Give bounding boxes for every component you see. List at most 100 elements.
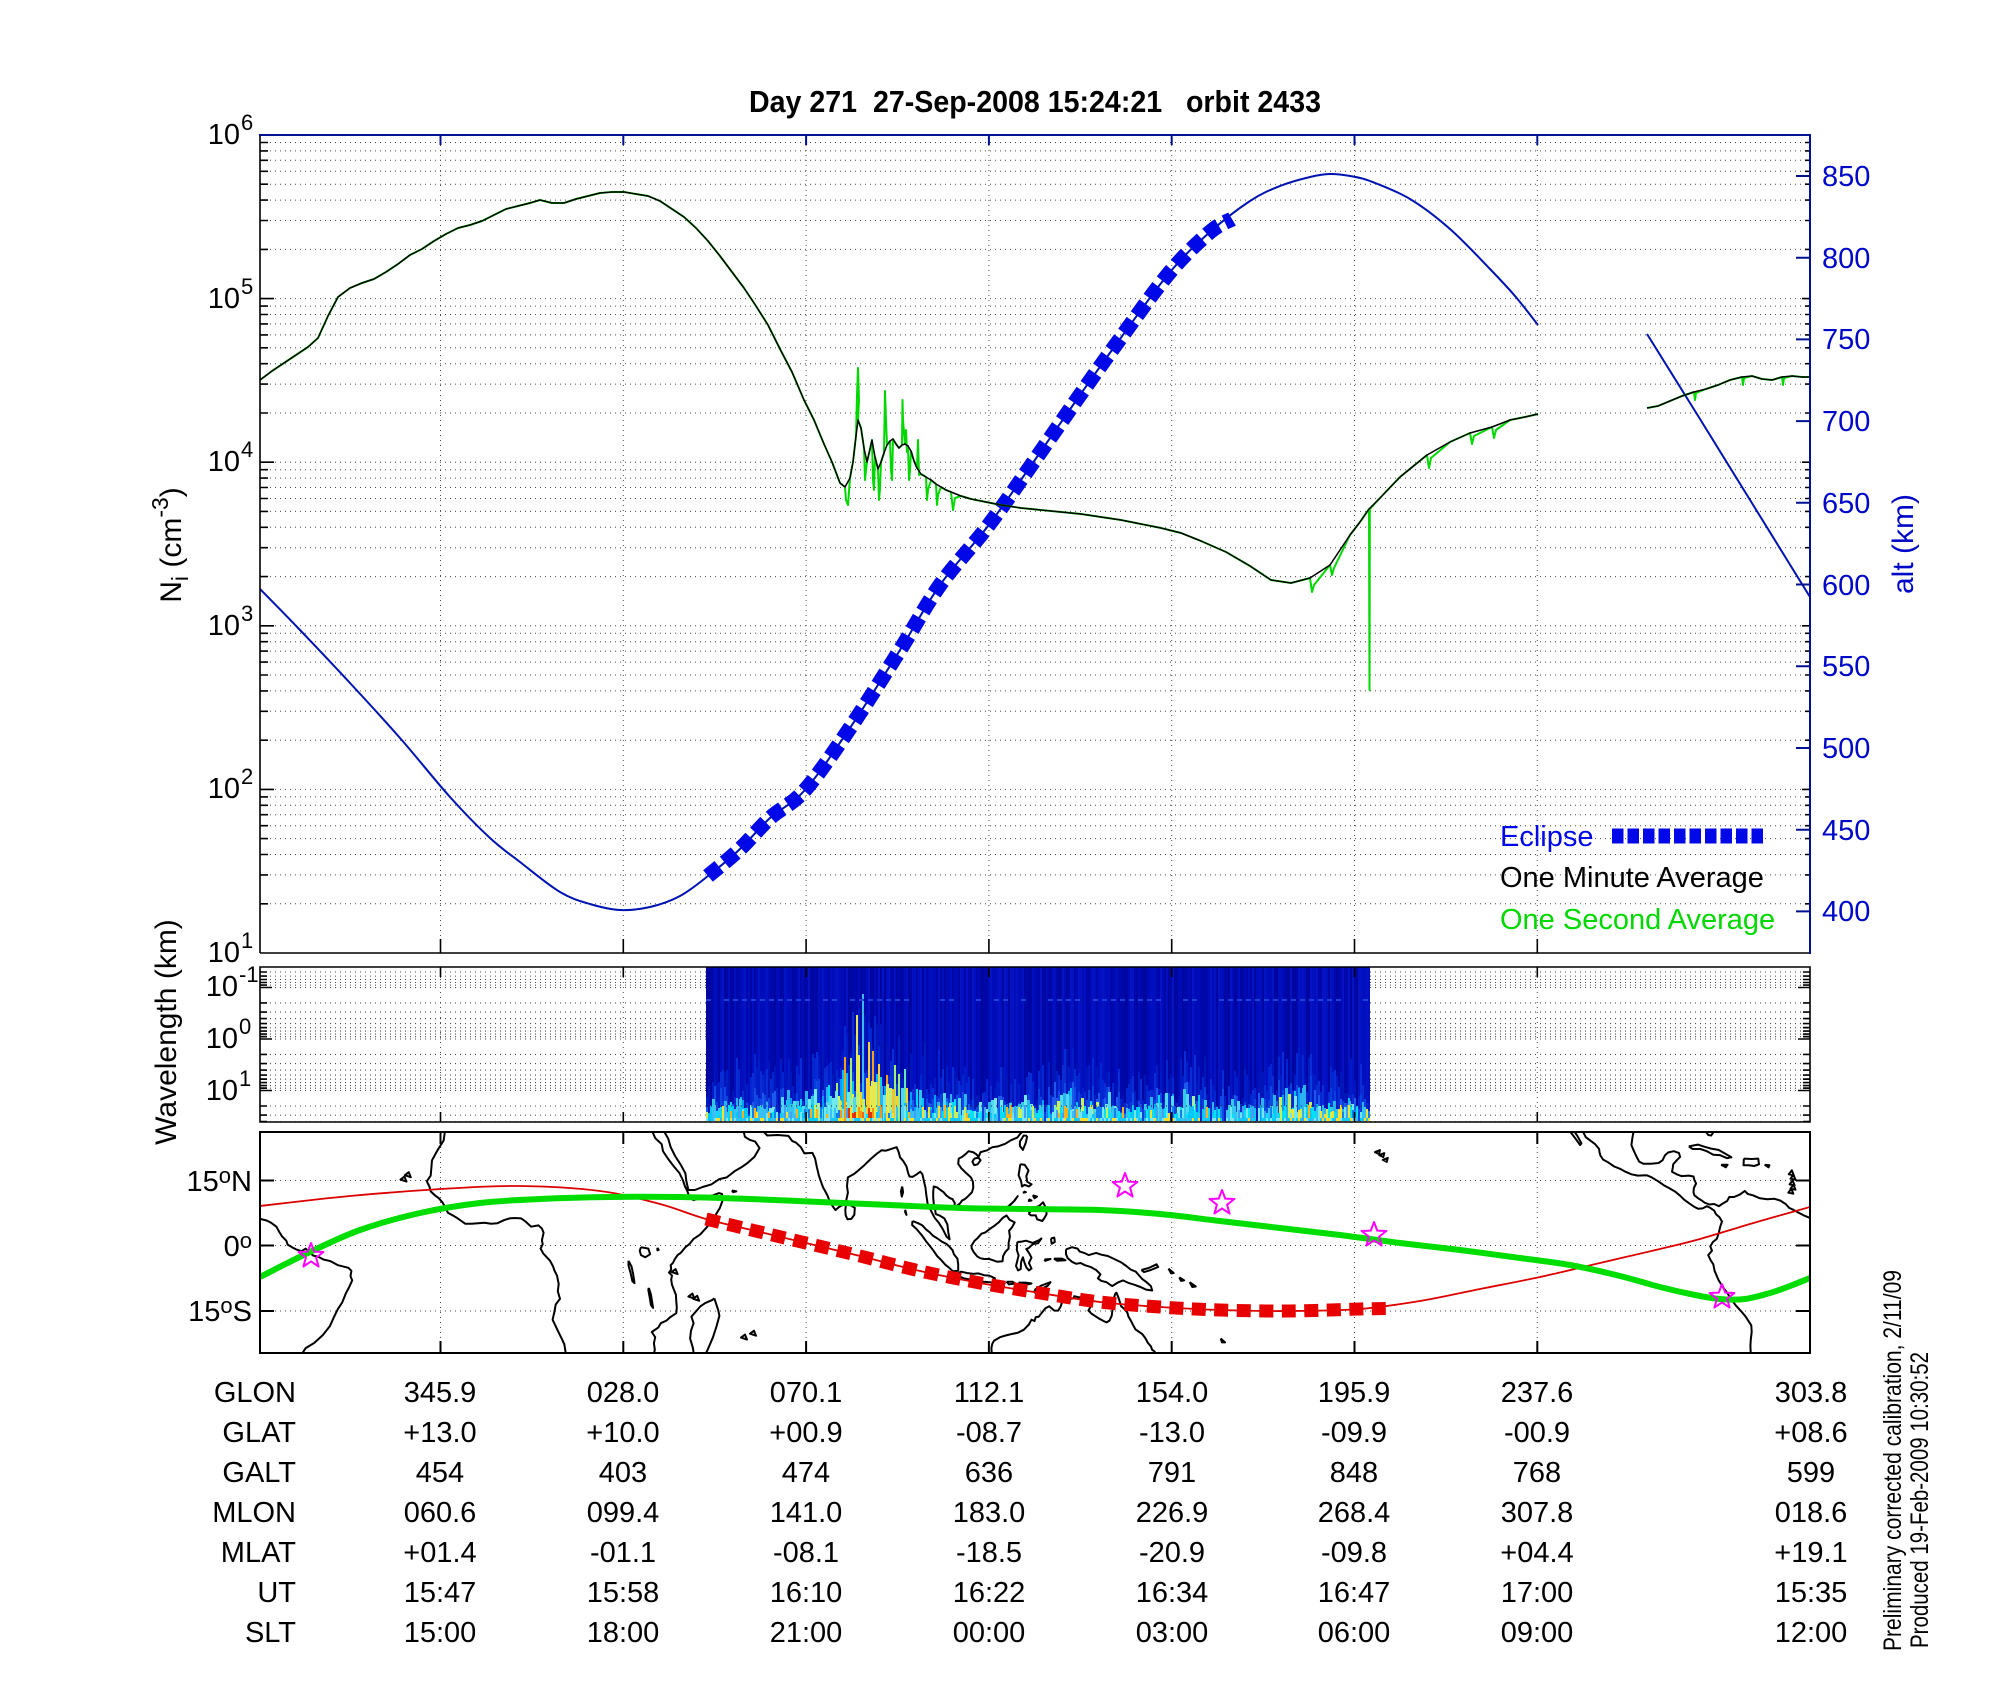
svg-text:-13.0: -13.0 [1139,1417,1205,1449]
svg-text:-18.5: -18.5 [956,1537,1022,1569]
svg-text:18:00: 18:00 [587,1617,660,1649]
svg-text:-09.9: -09.9 [1321,1417,1387,1449]
svg-text:454: 454 [416,1457,464,1489]
svg-text:06:00: 06:00 [1318,1617,1391,1649]
svg-text:10: 10 [208,283,240,315]
svg-text:+10.0: +10.0 [586,1417,659,1449]
svg-text:15:35: 15:35 [1775,1577,1848,1609]
svg-text:550: 550 [1822,651,1870,683]
svg-text:10: 10 [206,971,238,1003]
svg-text:650: 650 [1822,488,1870,520]
svg-text:alt (km): alt (km) [1887,494,1920,594]
svg-text:636: 636 [965,1457,1013,1489]
svg-text:450: 450 [1822,815,1870,847]
svg-text:+01.4: +01.4 [403,1537,476,1569]
svg-text:10: 10 [206,1075,238,1107]
svg-text:-09.8: -09.8 [1321,1537,1387,1569]
svg-text:One Minute Average: One Minute Average [1500,862,1764,894]
svg-text:307.8: 307.8 [1501,1497,1574,1529]
svg-text:800: 800 [1822,243,1870,275]
svg-text:15oS: 15oS [188,1293,252,1328]
svg-text:21:00: 21:00 [770,1617,843,1649]
svg-text:-20.9: -20.9 [1139,1537,1205,1569]
svg-text:Day 271 27-Sep-2008 15:24:21: Day 271 27-Sep-2008 15:24:21 orbit 2433 [749,84,1321,119]
svg-text:15:47: 15:47 [404,1577,477,1609]
svg-text:UT: UT [257,1577,296,1609]
svg-text:4: 4 [241,437,253,462]
svg-text:10: 10 [208,937,240,969]
svg-text:791: 791 [1148,1457,1196,1489]
svg-text:+04.4: +04.4 [1500,1537,1573,1569]
svg-text:Eclipse: Eclipse [1500,821,1594,853]
svg-text:16:47: 16:47 [1318,1577,1391,1609]
svg-text:GALT: GALT [222,1457,296,1489]
svg-text:MLAT: MLAT [221,1537,296,1569]
svg-text:10: 10 [208,446,240,478]
svg-text:1: 1 [241,928,253,953]
svg-text:-01.1: -01.1 [590,1537,656,1569]
svg-text:+13.0: +13.0 [403,1417,476,1449]
svg-text:2: 2 [241,764,253,789]
svg-text:403: 403 [599,1457,647,1489]
svg-text:500: 500 [1822,733,1870,765]
svg-text:-00.9: -00.9 [1504,1417,1570,1449]
svg-text:Produced 19-Feb-2009 10:30:52: Produced 19-Feb-2009 10:30:52 [1906,1352,1934,1648]
svg-text:MLON: MLON [212,1497,296,1529]
svg-text:060.6: 060.6 [404,1497,477,1529]
svg-text:226.9: 226.9 [1136,1497,1209,1529]
svg-text:599: 599 [1787,1457,1835,1489]
svg-text:17:00: 17:00 [1501,1577,1574,1609]
svg-text:0o: 0o [224,1228,252,1263]
svg-text:0: 0 [239,1014,251,1039]
svg-text:400: 400 [1822,896,1870,928]
svg-text:700: 700 [1822,406,1870,438]
svg-text:One Second Average: One Second Average [1500,904,1775,936]
svg-text:-1: -1 [239,962,259,987]
svg-text:303.8: 303.8 [1775,1377,1848,1409]
svg-text:15:00: 15:00 [404,1617,477,1649]
svg-text:15:58: 15:58 [587,1577,660,1609]
svg-text:345.9: 345.9 [404,1377,477,1409]
svg-text:850: 850 [1822,161,1870,193]
svg-text:5: 5 [241,274,253,299]
svg-text:600: 600 [1822,570,1870,602]
svg-text:00:00: 00:00 [953,1617,1026,1649]
svg-text:268.4: 268.4 [1318,1497,1391,1529]
svg-text:SLT: SLT [245,1617,296,1649]
svg-text:6: 6 [241,110,253,135]
svg-text:10: 10 [206,1023,238,1055]
svg-text:750: 750 [1822,324,1870,356]
svg-text:+08.6: +08.6 [1774,1417,1847,1449]
svg-text:112.1: 112.1 [954,1377,1024,1409]
svg-text:16:34: 16:34 [1136,1577,1209,1609]
svg-text:070.1: 070.1 [770,1377,843,1409]
svg-text:+00.9: +00.9 [769,1417,842,1449]
svg-text:183.0: 183.0 [953,1497,1026,1529]
svg-text:16:10: 16:10 [770,1577,843,1609]
svg-text:-08.7: -08.7 [956,1417,1022,1449]
svg-text:154.0: 154.0 [1136,1377,1209,1409]
svg-text:018.6: 018.6 [1775,1497,1848,1529]
svg-text:768: 768 [1513,1457,1561,1489]
svg-text:028.0: 028.0 [587,1377,660,1409]
svg-text:141.0: 141.0 [770,1497,843,1529]
svg-text:474: 474 [782,1457,830,1489]
svg-text:Wavelength (km): Wavelength (km) [150,919,183,1145]
svg-text:10: 10 [208,119,240,151]
svg-text:09:00: 09:00 [1501,1617,1574,1649]
svg-text:12:00: 12:00 [1775,1617,1848,1649]
svg-text:-08.1: -08.1 [773,1537,839,1569]
svg-text:1: 1 [239,1066,251,1091]
svg-text:10: 10 [208,773,240,805]
svg-text:195.9: 195.9 [1318,1377,1391,1409]
svg-text:3: 3 [241,601,253,626]
svg-text:GLAT: GLAT [222,1417,296,1449]
svg-text:16:22: 16:22 [953,1577,1026,1609]
svg-text:GLON: GLON [214,1377,296,1409]
svg-text:099.4: 099.4 [587,1497,660,1529]
svg-text:848: 848 [1330,1457,1378,1489]
svg-text:10: 10 [208,610,240,642]
svg-text:237.6: 237.6 [1501,1377,1574,1409]
svg-text:+19.1: +19.1 [1774,1537,1847,1569]
svg-text:03:00: 03:00 [1136,1617,1209,1649]
